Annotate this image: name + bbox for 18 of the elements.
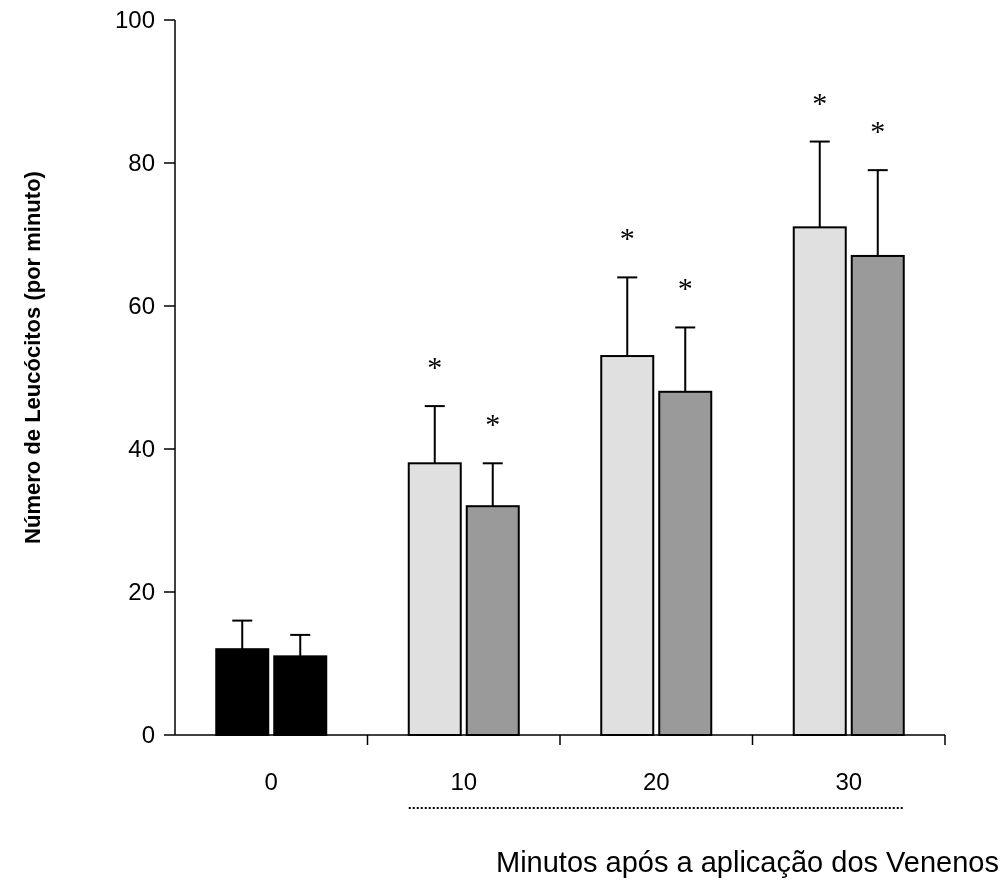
y-tick-label: 80 bbox=[128, 149, 155, 177]
annotation: * bbox=[812, 85, 828, 119]
y-tick-label: 40 bbox=[128, 435, 155, 463]
annotation: * bbox=[619, 221, 635, 255]
y-tick-label: 20 bbox=[128, 578, 155, 606]
x-tick-label: 0 bbox=[264, 768, 278, 795]
x-axis-title: Minutos após a aplicação dos Venenos bbox=[495, 846, 999, 878]
x-tick-label: 20 bbox=[642, 768, 670, 795]
y-axis-title: Número de Leucócitos (por minuto) bbox=[20, 171, 45, 544]
y-tick-label: 100 bbox=[114, 6, 155, 34]
x-tick-label: 10 bbox=[450, 768, 478, 795]
annotation: * bbox=[427, 350, 443, 384]
annotation: * bbox=[677, 271, 693, 305]
x-tick-label: 30 bbox=[835, 768, 863, 795]
annotation: * bbox=[870, 114, 886, 148]
annotation: * bbox=[485, 407, 501, 441]
y-tick-label: 0 bbox=[141, 721, 155, 749]
y-tick-label: 60 bbox=[128, 292, 155, 320]
